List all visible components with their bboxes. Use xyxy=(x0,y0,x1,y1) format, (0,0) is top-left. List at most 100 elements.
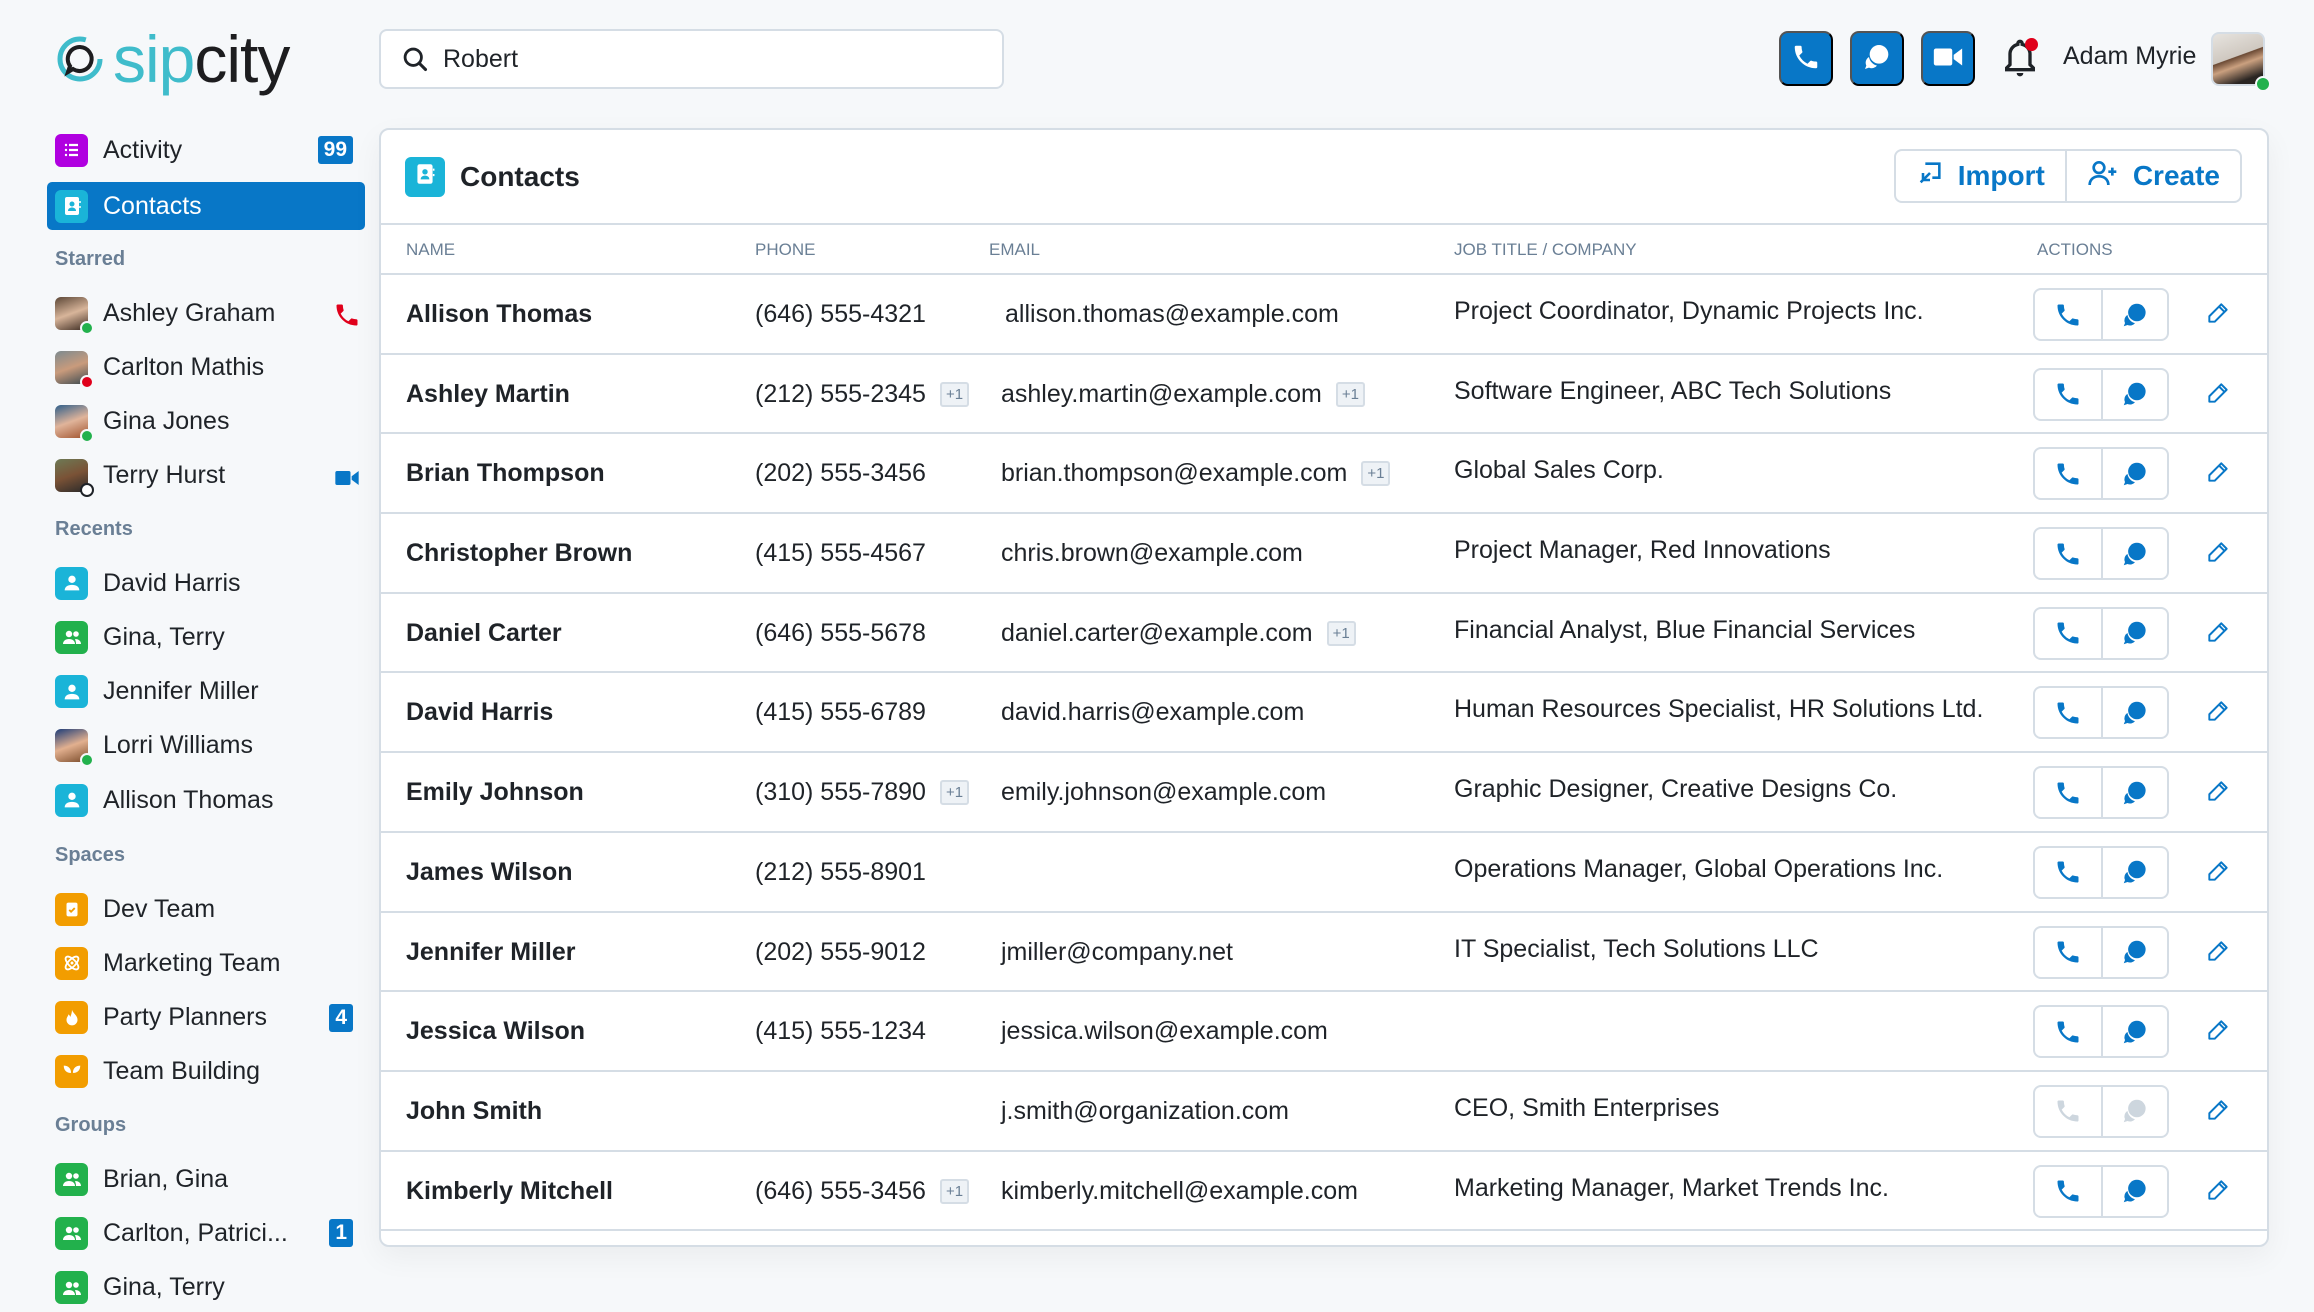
sidebar-item[interactable]: Allison Thomas xyxy=(47,776,365,824)
table-row[interactable]: Emily Johnson (310) 555-7890 +1 emily.joh… xyxy=(381,753,2267,833)
status-busy-dot xyxy=(80,374,94,389)
edit-button[interactable] xyxy=(2205,1097,2231,1126)
chat-button[interactable] xyxy=(2101,768,2167,818)
more-emails-badge[interactable]: +1 xyxy=(1361,461,1391,487)
call-button[interactable] xyxy=(2035,688,2101,738)
edit-button[interactable] xyxy=(2205,1017,2231,1046)
contact-name[interactable]: Brian Thompson xyxy=(406,459,605,488)
table-row[interactable]: Daniel Carter (646) 555-5678 daniel.cart… xyxy=(381,594,2267,674)
start-video-button[interactable] xyxy=(1921,31,1975,86)
edit-button[interactable] xyxy=(2205,539,2231,568)
table-row[interactable]: Brian Thompson (202) 555-3456 brian.thom… xyxy=(381,434,2267,515)
search-box[interactable] xyxy=(379,29,1004,89)
column-email[interactable]: EMAIL xyxy=(989,240,1041,259)
call-button[interactable] xyxy=(2035,449,2101,499)
chat-button[interactable] xyxy=(2101,290,2167,339)
sidebar-item[interactable]: Party Planners 4 xyxy=(47,994,365,1042)
edit-button[interactable] xyxy=(2205,459,2231,488)
contact-name[interactable]: Emily Johnson xyxy=(406,778,584,807)
start-chat-button[interactable] xyxy=(1850,31,1904,86)
sidebar-item[interactable]: Carlton Mathis xyxy=(47,343,365,391)
call-button[interactable] xyxy=(2035,608,2101,658)
sidebar-item[interactable]: Gina, Terry xyxy=(47,1264,365,1312)
contact-name[interactable]: Christopher Brown xyxy=(406,539,633,568)
chat-button[interactable] xyxy=(2101,927,2167,977)
contact-name[interactable]: James Wilson xyxy=(406,857,573,886)
contact-name[interactable]: Ashley Martin xyxy=(406,379,570,408)
contact-name[interactable]: David Harris xyxy=(406,698,554,727)
edit-button[interactable] xyxy=(2205,698,2231,727)
user-avatar[interactable] xyxy=(2211,32,2271,92)
sidebar-item[interactable]: Lorri Williams xyxy=(47,722,365,770)
chat-button[interactable] xyxy=(2101,608,2167,658)
start-call-button[interactable] xyxy=(1779,31,1833,86)
column-name[interactable]: NAME xyxy=(406,240,456,259)
edit-button[interactable] xyxy=(2205,300,2231,329)
phone-icon[interactable] xyxy=(333,301,361,334)
sidebar-item-activity[interactable]: Activity 99 xyxy=(47,126,365,174)
sidebar-item[interactable]: Carlton, Patrici... 1 xyxy=(47,1209,365,1257)
column-phone[interactable]: PHONE xyxy=(755,240,816,259)
sidebar-item[interactable]: Terry Hurst xyxy=(47,452,365,500)
contact-name[interactable]: Daniel Carter xyxy=(406,618,562,647)
more-phones-badge[interactable]: +1 xyxy=(939,1178,970,1204)
edit-button[interactable] xyxy=(2205,938,2231,967)
chat-button[interactable] xyxy=(2101,847,2167,897)
call-button[interactable] xyxy=(2035,1166,2101,1216)
notifications-button[interactable] xyxy=(2000,36,2040,80)
sidebar-item[interactable]: Marketing Team xyxy=(47,939,365,987)
call-button[interactable] xyxy=(2035,927,2101,977)
contact-name[interactable]: John Smith xyxy=(406,1096,543,1125)
table-row[interactable]: Ashley Martin (212) 555-2345 +1 ashley.ma… xyxy=(381,355,2267,435)
search-input[interactable] xyxy=(443,44,983,74)
chat-button[interactable] xyxy=(2101,1007,2167,1057)
contact-name[interactable]: Jessica Wilson xyxy=(406,1017,586,1046)
call-button[interactable] xyxy=(2035,529,2101,579)
sidebar-item[interactable]: Brian, Gina xyxy=(47,1155,365,1203)
table-row[interactable]: Jessica Wilson (415) 555-1234 jessica.wi… xyxy=(381,992,2267,1072)
more-phones-badge[interactable]: +1 xyxy=(939,780,970,806)
call-button[interactable] xyxy=(2035,1086,2101,1136)
sidebar-item[interactable]: Ashley Graham xyxy=(47,289,365,337)
chat-button[interactable] xyxy=(2101,688,2167,738)
sidebar-item[interactable]: David Harris xyxy=(47,559,365,607)
contact-name[interactable]: Kimberly Mitchell xyxy=(406,1176,613,1205)
edit-button[interactable] xyxy=(2205,380,2231,409)
sidebar-item[interactable]: Gina Jones xyxy=(47,398,365,446)
create-button[interactable]: Create xyxy=(2064,151,2240,201)
edit-button[interactable] xyxy=(2205,858,2231,887)
call-button[interactable] xyxy=(2035,369,2101,419)
sidebar-item[interactable]: Dev Team xyxy=(47,885,365,933)
table-row[interactable]: John Smith j.smith@organization.com CEO,… xyxy=(381,1072,2267,1152)
chat-button[interactable] xyxy=(2101,449,2167,499)
chat-button[interactable] xyxy=(2101,369,2167,419)
call-button[interactable] xyxy=(2035,847,2101,897)
edit-button[interactable] xyxy=(2205,1177,2231,1206)
table-row[interactable]: Jennifer Miller (202) 555-9012 jmiller@c… xyxy=(381,913,2267,993)
call-button[interactable] xyxy=(2035,290,2101,339)
table-row[interactable]: David Harris (415) 555-6789 david.harris… xyxy=(381,673,2267,754)
more-phones-badge[interactable]: +1 xyxy=(939,381,970,407)
table-row[interactable]: Allison Thomas (646) 555-4321 allison.th… xyxy=(381,275,2267,355)
sidebar-item[interactable]: Gina, Terry xyxy=(47,613,365,661)
chat-button[interactable] xyxy=(2101,1086,2167,1136)
chat-button[interactable] xyxy=(2101,529,2167,579)
edit-button[interactable] xyxy=(2205,619,2231,648)
video-icon[interactable] xyxy=(333,464,361,497)
table-row[interactable]: Christopher Brown (415) 555-4567 chris.b… xyxy=(381,514,2267,594)
contact-name[interactable]: Jennifer Miller xyxy=(406,937,576,966)
chat-button[interactable] xyxy=(2101,1166,2167,1216)
sidebar-item[interactable]: Team Building xyxy=(47,1048,365,1096)
more-emails-badge[interactable]: +1 xyxy=(1335,381,1365,407)
table-row[interactable]: Kimberly Mitchell (646) 555-3456 +1 kimbe… xyxy=(381,1152,2267,1232)
call-button[interactable] xyxy=(2035,1007,2101,1057)
contact-name[interactable]: Allison Thomas xyxy=(406,300,593,328)
table-row[interactable]: James Wilson (212) 555-8901 Operations M… xyxy=(381,833,2267,913)
import-button[interactable]: Import xyxy=(1895,151,2065,201)
sidebar-item-contacts[interactable]: Contacts xyxy=(47,182,365,230)
edit-button[interactable] xyxy=(2205,778,2231,807)
call-button[interactable] xyxy=(2035,768,2101,818)
sidebar-item[interactable]: Jennifer Miller xyxy=(47,668,365,716)
more-emails-badge[interactable]: +1 xyxy=(1326,620,1356,646)
column-job[interactable]: JOB TITLE / COMPANY xyxy=(1454,240,1637,259)
